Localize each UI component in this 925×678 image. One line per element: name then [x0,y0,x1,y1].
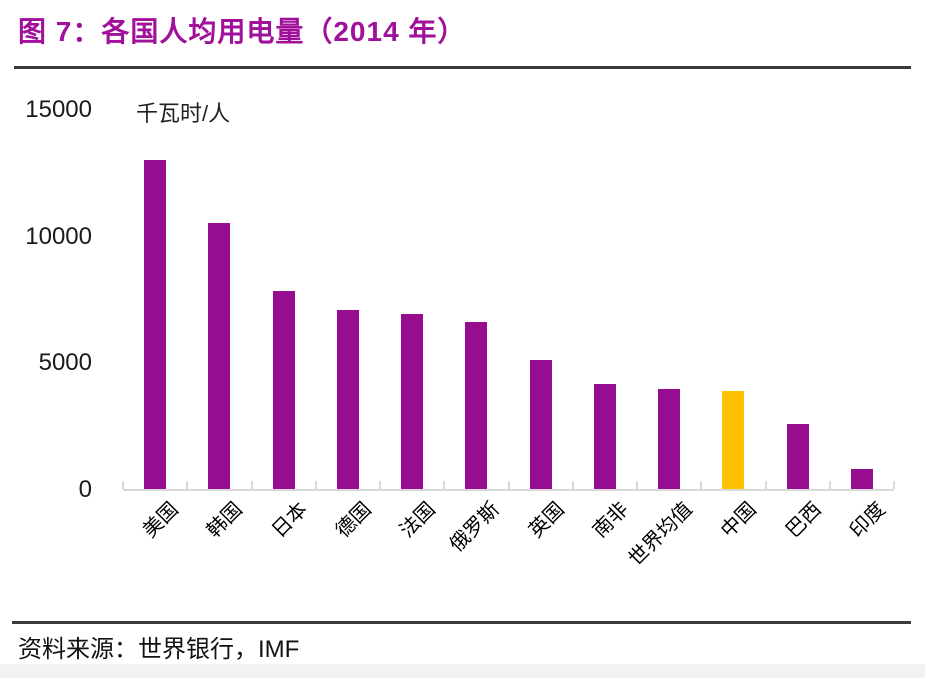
x-axis-tick [122,481,124,489]
x-label-世界均值: 世界均值 [624,498,697,571]
bar-德国 [336,310,359,489]
x-axis-tick [379,481,381,489]
y-tick-label: 15000 [25,96,92,123]
x-label-中国: 中国 [717,498,762,543]
bar-印度 [850,469,873,489]
x-label-南非: 南非 [588,498,633,543]
y-tick-label: 0 [78,476,92,503]
bar-美国 [144,160,167,489]
x-label-巴西: 巴西 [781,498,826,543]
x-label-俄罗斯: 俄罗斯 [446,498,505,557]
x-axis-line [123,489,894,491]
x-axis-tick [828,481,831,489]
x-axis-tick [571,481,574,489]
x-label-德国: 德国 [331,498,376,543]
x-axis-tick [636,481,638,489]
footer-divider [12,621,911,624]
page-edge-strip [0,664,925,678]
x-label-美国: 美国 [139,498,183,543]
x-axis-tick [443,481,446,489]
x-label-英国: 英国 [524,498,569,543]
bar-英国 [529,360,552,489]
x-axis-tick [314,481,317,489]
bar-世界均值 [658,389,681,489]
x-axis-tick [186,481,189,489]
bar-韩国 [208,223,231,489]
bar-巴西 [786,424,809,489]
x-label-日本: 日本 [267,498,312,543]
bar-中国 [722,391,745,489]
figure-title: 图 7：各国人均用电量（2014 年） [18,16,467,47]
x-axis-tick [507,481,510,489]
y-tick-label: 10000 [25,222,92,250]
x-label-印度: 印度 [845,498,890,543]
bar-俄罗斯 [465,322,488,489]
title-divider [14,66,911,69]
bar-法国 [401,314,424,489]
x-axis-tick [700,481,703,489]
x-label-韩国: 韩国 [203,498,248,543]
y-tick-label: 5000 [38,349,92,377]
x-axis-tick [764,481,767,489]
bar-南非 [593,384,616,489]
y-axis-unit-label: 千瓦时/人 [136,101,231,126]
x-axis-tick [250,481,253,489]
source-note: 资料来源：世界银行，IMF [18,636,300,663]
bar-日本 [272,291,295,489]
x-label-法国: 法国 [396,498,440,543]
x-axis-tick [893,481,895,489]
